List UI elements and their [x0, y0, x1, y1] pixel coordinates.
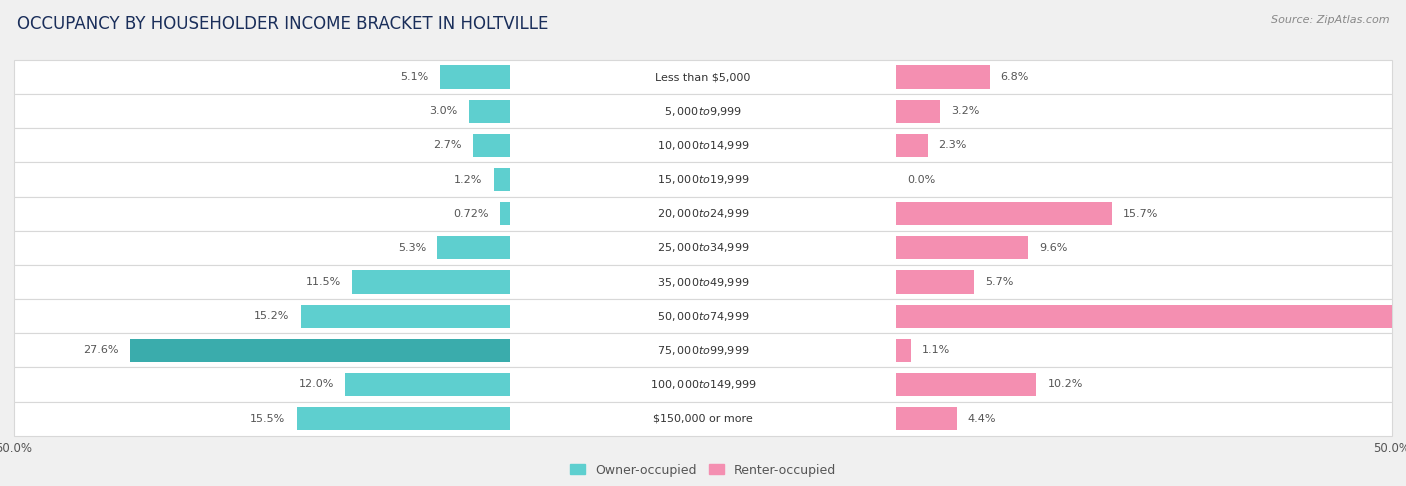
Text: 0.0%: 0.0% [907, 174, 935, 185]
Text: $150,000 or more: $150,000 or more [654, 414, 752, 424]
Bar [14, 197, 1392, 231]
Text: 3.2%: 3.2% [950, 106, 980, 116]
Text: 2.7%: 2.7% [433, 140, 461, 150]
Bar [896, 134, 928, 157]
Bar [896, 66, 990, 89]
Text: 15.5%: 15.5% [250, 414, 285, 424]
Text: 9.6%: 9.6% [1039, 243, 1067, 253]
Text: $20,000 to $24,999: $20,000 to $24,999 [657, 207, 749, 220]
Text: $15,000 to $19,999: $15,000 to $19,999 [657, 173, 749, 186]
Bar [352, 270, 510, 294]
Text: 6.8%: 6.8% [1001, 72, 1029, 82]
Bar [14, 333, 1392, 367]
Text: 11.5%: 11.5% [305, 277, 340, 287]
Text: $35,000 to $49,999: $35,000 to $49,999 [657, 276, 749, 289]
Text: $100,000 to $149,999: $100,000 to $149,999 [650, 378, 756, 391]
Bar [896, 100, 941, 123]
Bar [14, 367, 1392, 401]
Bar [472, 134, 510, 157]
Bar [14, 401, 1392, 435]
Bar [437, 236, 510, 260]
Bar [440, 66, 510, 89]
Text: 12.0%: 12.0% [298, 380, 333, 389]
Bar [14, 94, 1392, 128]
Text: 15.2%: 15.2% [254, 311, 290, 321]
Bar [14, 162, 1392, 197]
Text: 27.6%: 27.6% [83, 346, 118, 355]
Bar [14, 60, 1392, 94]
Bar [896, 339, 911, 362]
Text: Less than $5,000: Less than $5,000 [655, 72, 751, 82]
Text: 5.1%: 5.1% [401, 72, 429, 82]
Bar [494, 168, 510, 191]
Bar [14, 265, 1392, 299]
Text: 1.1%: 1.1% [922, 346, 950, 355]
Text: 5.7%: 5.7% [986, 277, 1014, 287]
Text: 2.3%: 2.3% [939, 140, 967, 150]
Text: OCCUPANCY BY HOUSEHOLDER INCOME BRACKET IN HOLTVILLE: OCCUPANCY BY HOUSEHOLDER INCOME BRACKET … [17, 15, 548, 33]
Legend: Owner-occupied, Renter-occupied: Owner-occupied, Renter-occupied [569, 464, 837, 477]
Text: 5.3%: 5.3% [398, 243, 426, 253]
Text: 4.4%: 4.4% [967, 414, 995, 424]
Text: $5,000 to $9,999: $5,000 to $9,999 [664, 105, 742, 118]
Bar [468, 100, 510, 123]
Bar [14, 299, 1392, 333]
Bar [297, 407, 510, 430]
Text: 15.7%: 15.7% [1123, 208, 1159, 219]
Bar [501, 202, 510, 226]
Bar [896, 407, 956, 430]
Bar [896, 270, 974, 294]
Bar [301, 305, 510, 328]
Bar [896, 236, 1028, 260]
Bar [14, 231, 1392, 265]
Bar [896, 202, 1112, 226]
Text: 10.2%: 10.2% [1047, 380, 1083, 389]
Text: 0.72%: 0.72% [454, 208, 489, 219]
Text: $75,000 to $99,999: $75,000 to $99,999 [657, 344, 749, 357]
Bar [344, 373, 510, 396]
Text: Source: ZipAtlas.com: Source: ZipAtlas.com [1271, 15, 1389, 25]
Bar [896, 305, 1406, 328]
Text: $25,000 to $34,999: $25,000 to $34,999 [657, 242, 749, 254]
Text: $50,000 to $74,999: $50,000 to $74,999 [657, 310, 749, 323]
Text: $10,000 to $14,999: $10,000 to $14,999 [657, 139, 749, 152]
Bar [129, 339, 510, 362]
Text: 1.2%: 1.2% [454, 174, 482, 185]
Bar [896, 373, 1036, 396]
Text: 3.0%: 3.0% [429, 106, 458, 116]
Bar [14, 128, 1392, 162]
